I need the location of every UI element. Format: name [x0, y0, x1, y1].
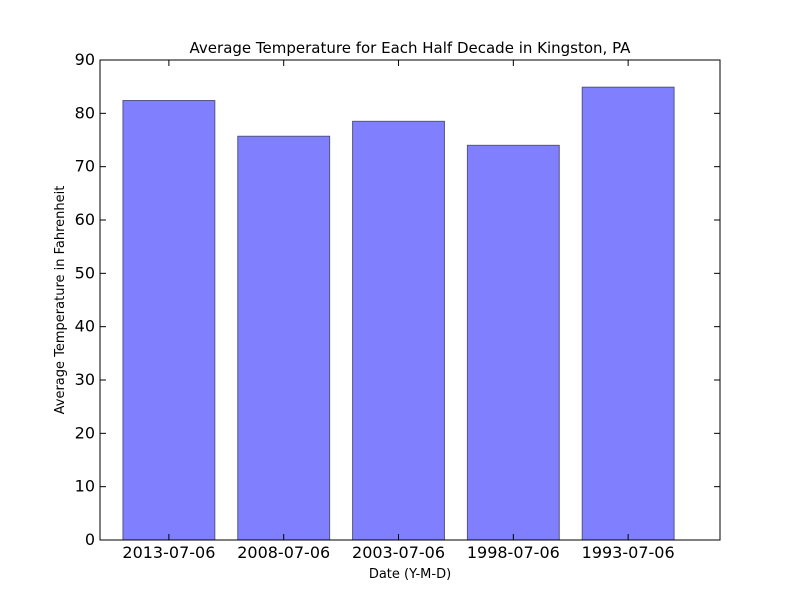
x-tick-label-1993-07-06: 1993-07-06 [582, 543, 675, 562]
x-axis-label: Date (Y-M-D) [369, 567, 451, 582]
chart-title: Average Temperature for Each Half Decade… [190, 39, 632, 57]
y-tick-label-10: 10 [75, 477, 95, 496]
plot-frame [99, 59, 721, 541]
bar-2013-07-06 [122, 100, 216, 541]
y-axis: 0 10 20 30 40 50 60 70 80 90 [75, 50, 720, 549]
y-tick-label-80: 80 [75, 103, 95, 122]
x-tick-label-2003-07-06: 2003-07-06 [352, 543, 445, 562]
y-tick-label-20: 20 [75, 423, 95, 442]
x-axis: 2013-07-06 2008-07-06 2003-07-06 1998-07-06… [122, 60, 675, 562]
bar-2008-07-06 [237, 135, 331, 541]
bar-1998-07-06 [466, 144, 560, 541]
bar-1993-07-06 [581, 86, 675, 541]
y-axis-label: Average Temperature in Fahrenheit [53, 186, 68, 415]
x-tick-label-2008-07-06: 2008-07-06 [237, 543, 330, 562]
y-tick-label-40: 40 [75, 317, 95, 336]
y-tick-label-90: 90 [75, 50, 95, 69]
y-tick-label-60: 60 [75, 210, 95, 229]
y-tick-label-50: 50 [75, 263, 95, 282]
x-tick-label-2013-07-06: 2013-07-06 [122, 543, 215, 562]
y-tick-label-0: 0 [85, 530, 95, 549]
bar-2003-07-06 [352, 120, 445, 541]
bars-group [122, 86, 675, 541]
y-tick-label-70: 70 [75, 157, 95, 176]
y-tick-label-30: 30 [75, 370, 95, 389]
x-tick-label-1998-07-06: 1998-07-06 [467, 543, 560, 562]
